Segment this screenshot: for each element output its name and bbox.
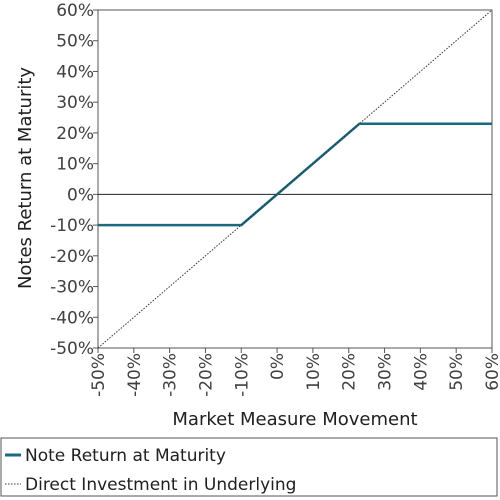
x-tick-label: -30% xyxy=(161,353,181,397)
x-tick-label: 50% xyxy=(447,353,467,391)
x-axis-title: Market Measure Movement xyxy=(172,409,417,430)
y-tick-label: -10% xyxy=(50,216,94,236)
x-tick-label: 0% xyxy=(268,353,288,380)
y-tick-label: -30% xyxy=(50,278,94,298)
plot-area xyxy=(97,9,493,349)
y-tick-label: -50% xyxy=(50,339,94,359)
legend: Note Return at Maturity Direct Investmen… xyxy=(0,437,498,497)
y-tick-label: 10% xyxy=(56,155,94,175)
y-tick-label: -20% xyxy=(50,247,94,267)
x-tick-label: -40% xyxy=(125,353,145,397)
x-tick-label: 20% xyxy=(340,353,360,391)
legend-box xyxy=(0,437,498,497)
y-tick-label: 60% xyxy=(56,1,94,21)
legend-label-direct-investment: Direct Investment in Underlying xyxy=(25,475,296,495)
x-tick-label: -10% xyxy=(232,353,252,397)
x-axis: -50% -40% -30% -20% -10% 0% 10% 20% 30% 40% 50% 60% xyxy=(89,348,500,397)
x-tick-label: -20% xyxy=(196,353,216,397)
y-tick-label: 20% xyxy=(56,124,94,144)
x-tick-label: 10% xyxy=(304,353,324,391)
y-tick-label: -40% xyxy=(50,308,94,328)
legend-label-note-return: Note Return at Maturity xyxy=(25,446,226,466)
x-tick-label: 60% xyxy=(483,353,500,391)
y-axis: -50% -40% -30% -20% -10% 0% 10% 20% 30% 40% 50% 60% xyxy=(50,1,98,359)
x-tick-label: 40% xyxy=(411,353,431,391)
y-tick-label: 0% xyxy=(67,185,94,205)
series-line-note-return xyxy=(98,122,492,227)
series-line-direct-investment xyxy=(97,9,493,349)
x-tick-label: -50% xyxy=(89,353,109,397)
y-tick-label: 50% xyxy=(56,32,94,52)
y-tick-label: 40% xyxy=(56,62,94,82)
y-axis-title: Notes Return at Maturity xyxy=(15,67,36,289)
y-tick-label: 30% xyxy=(56,93,94,113)
x-tick-label: 30% xyxy=(376,353,396,391)
